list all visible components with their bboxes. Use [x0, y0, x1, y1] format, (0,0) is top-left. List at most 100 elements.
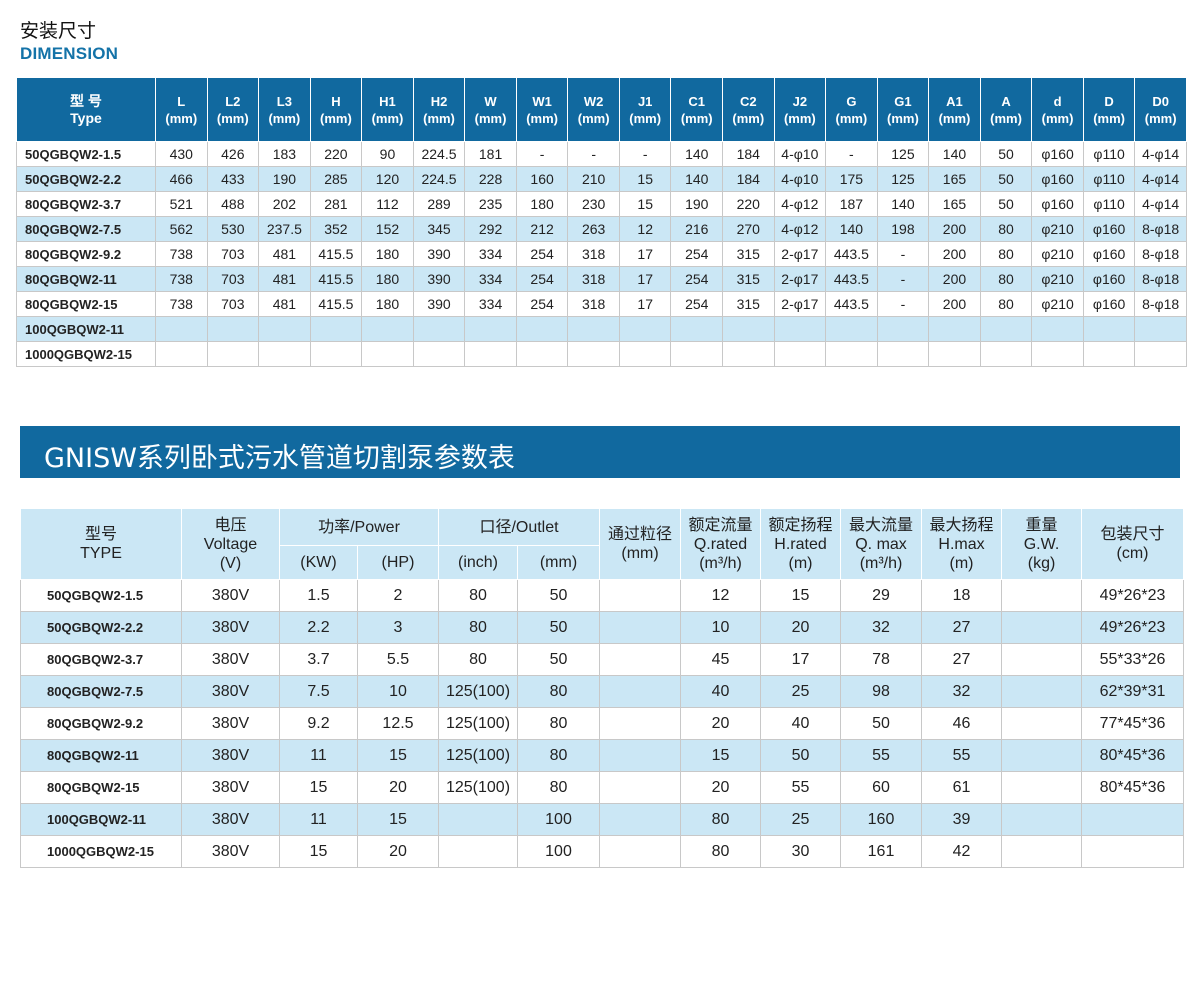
table-cell: φ210 — [1031, 291, 1084, 317]
table-cell: 160 — [840, 803, 923, 836]
table-row: 80QGBQW2-3.7 521 488 202 281 112 289 235 180 230 1… — [16, 191, 1187, 217]
table-cell: 481 — [258, 291, 311, 317]
table-cell: 230 — [567, 191, 620, 217]
table-cell — [1001, 579, 1083, 612]
table-cell — [567, 316, 620, 342]
table-cell — [309, 341, 363, 367]
params-power-header: 功率/Power — [279, 508, 439, 546]
table-cell: 50 — [760, 739, 842, 772]
table-cell: 55*33*26 — [1081, 643, 1185, 676]
table-cell: φ160 — [1031, 191, 1084, 217]
table-cell: φ110 — [1082, 191, 1136, 217]
table-cell: 165 — [928, 166, 981, 192]
table-cell: 237.5 — [258, 216, 311, 242]
table-cell — [438, 803, 518, 836]
model-type-cell: 80QGBQW2-15 — [20, 771, 182, 804]
table-cell: 140 — [825, 216, 878, 242]
table-cell: 7.5 — [279, 675, 358, 708]
table-cell: 140 — [670, 141, 724, 167]
table-cell: 80 — [516, 675, 601, 708]
table-cell: 2-φ17 — [773, 241, 827, 267]
table-cell — [464, 341, 517, 367]
table-cell: φ160 — [1031, 141, 1084, 167]
table-cell: 8-φ18 — [1134, 216, 1187, 242]
table-cell: 120 — [361, 166, 414, 192]
dimension-col-header: J2 (mm) — [773, 77, 827, 142]
table-cell: 443.5 — [825, 291, 878, 317]
model-type-cell: 80QGBQW2-7.5 — [16, 216, 156, 242]
table-cell — [206, 316, 260, 342]
table-cell: 40 — [680, 675, 762, 708]
table-cell: 220 — [722, 191, 775, 217]
table-cell: 50 — [840, 707, 923, 740]
table-cell: - — [515, 141, 569, 167]
table-cell — [1082, 341, 1136, 367]
table-cell: 390 — [412, 266, 466, 292]
table-cell: 198 — [876, 216, 930, 242]
table-cell: 521 — [155, 191, 208, 217]
table-cell: 15 — [279, 835, 358, 868]
table-cell — [206, 341, 260, 367]
dimension-col-header: J1 (mm) — [618, 77, 672, 142]
table-cell: 433 — [206, 166, 260, 192]
table-row: 80QGBQW2-3.7 380V 3.7 5.5 80 50 45 17 78 27 55*33*… — [20, 643, 1185, 676]
table-cell: 180 — [361, 241, 414, 267]
dimension-table-body: 50QGBQW2-1.5 430 426 183 220 90 224.5 181- - -140… — [16, 141, 1187, 367]
table-cell: 3.7 — [279, 643, 358, 676]
table-cell: 190 — [670, 191, 724, 217]
table-cell: 415.5 — [309, 266, 363, 292]
table-cell: 98 — [840, 675, 923, 708]
model-type-cell: 1000QGBQW2-15 — [16, 341, 156, 367]
table-cell: 15 — [357, 739, 439, 772]
table-cell — [599, 611, 682, 644]
table-cell — [670, 316, 724, 342]
params-passage-header: 通过粒径 (mm) — [599, 508, 682, 580]
table-cell — [599, 707, 682, 740]
params-q-rated-header: 额定流量 Q.rated (m³/h) — [680, 508, 762, 580]
model-type-cell: 50QGBQW2-1.5 — [20, 579, 182, 612]
table-cell: 180 — [515, 191, 569, 217]
table-cell: 80 — [516, 739, 601, 772]
table-cell: 380V — [181, 803, 280, 836]
table-cell: 15 — [618, 191, 672, 217]
table-cell: 443.5 — [825, 266, 878, 292]
table-cell: 160 — [515, 166, 569, 192]
table-cell: 224.5 — [412, 166, 466, 192]
table-cell: 190 — [258, 166, 311, 192]
table-cell: 39 — [921, 803, 1003, 836]
table-cell — [670, 341, 724, 367]
table-cell: 140 — [928, 141, 981, 167]
table-cell: 125 — [876, 141, 930, 167]
table-cell: 32 — [921, 675, 1003, 708]
table-cell: 18 — [921, 579, 1003, 612]
table-cell: 334 — [464, 241, 517, 267]
table-cell: 2 — [357, 579, 439, 612]
table-cell: 80 — [516, 707, 601, 740]
table-cell — [155, 341, 208, 367]
table-cell — [361, 316, 414, 342]
table-cell — [464, 316, 517, 342]
table-cell: 315 — [722, 291, 775, 317]
table-cell — [258, 316, 311, 342]
params-banner: GNISW系列卧式污水管道切割泵参数表 — [20, 426, 1180, 478]
table-cell — [773, 341, 827, 367]
dimension-subtitle: DIMENSION — [20, 44, 119, 63]
table-cell: 380V — [181, 835, 280, 868]
table-cell: 703 — [206, 241, 260, 267]
table-cell: 165 — [928, 191, 981, 217]
model-type-cell: 80QGBQW2-11 — [16, 266, 156, 292]
model-type-cell: 50QGBQW2-2.2 — [16, 166, 156, 192]
table-cell: 315 — [722, 266, 775, 292]
dimension-col-header: W1 (mm) — [515, 77, 569, 142]
table-cell: 4-φ14 — [1134, 141, 1187, 167]
table-row: 50QGBQW2-2.2 466 433 190 285 120 224.5 228 160 21… — [16, 166, 1187, 192]
table-cell — [722, 316, 775, 342]
table-cell: 390 — [412, 241, 466, 267]
table-cell — [825, 341, 878, 367]
table-cell: 40 — [760, 707, 842, 740]
table-cell: 50 — [516, 611, 601, 644]
dimension-col-header: H (mm) — [309, 77, 363, 142]
table-cell: 380V — [181, 739, 280, 772]
table-cell — [825, 316, 878, 342]
table-cell: 285 — [309, 166, 363, 192]
